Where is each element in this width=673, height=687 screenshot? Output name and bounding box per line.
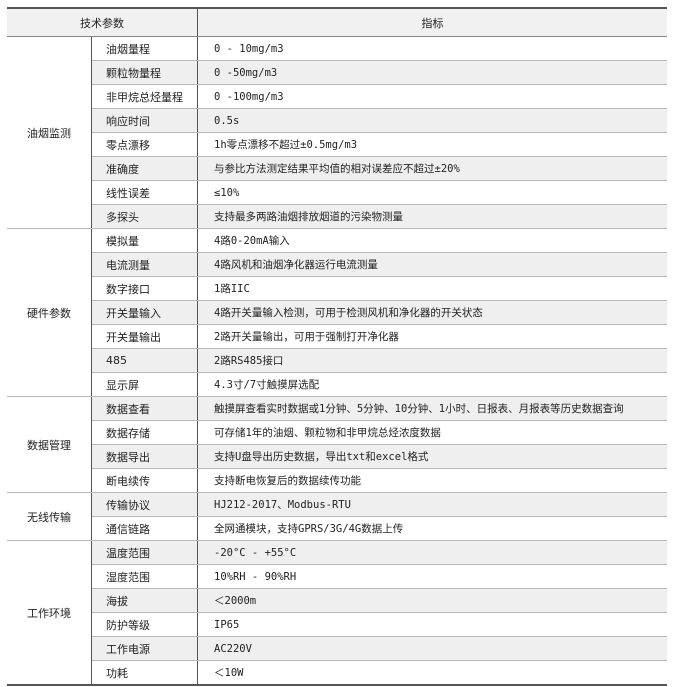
param-name: 数据存储 <box>91 420 198 445</box>
param-value: ≤10% <box>197 180 667 205</box>
table-row: 颗粒物量程 0 -50mg/m3 <box>7 60 667 85</box>
param-name: 传输协议 <box>91 492 198 517</box>
header-row: 技术参数 指标 <box>7 7 667 37</box>
param-name: 颗粒物量程 <box>91 60 198 85</box>
param-value: AC220V <box>197 636 667 661</box>
param-name: 数字接口 <box>91 276 198 301</box>
param-name: 准确度 <box>91 156 198 181</box>
table-row: 油烟监测 油烟量程 0 - 10mg/m3 <box>7 36 667 229</box>
table-row: 多探头 支持最多两路油烟排放烟道的污染物测量 <box>7 204 667 229</box>
param-value: 触摸屏查看实时数据或1分钟、5分钟、10分钟、1小时、日报表、月报表等历史数据查… <box>197 396 667 421</box>
param-name: 湿度范围 <box>91 564 198 589</box>
table-row: 防护等级 IP65 <box>7 612 667 637</box>
param-name: 海拔 <box>91 588 198 613</box>
param-value: 10%RH - 90%RH <box>197 564 667 589</box>
param-name: 油烟量程 <box>91 36 198 61</box>
category-cell: 无线传输 <box>7 492 92 541</box>
param-name: 温度范围 <box>91 540 198 565</box>
param-value: 支持断电恢复后的数据续传功能 <box>197 468 667 493</box>
param-value: ＜2000m <box>197 588 667 613</box>
param-name: 响应时间 <box>91 108 198 133</box>
param-name: 零点漂移 <box>91 132 198 157</box>
table-row: 数据导出 支持U盘导出历史数据，导出txt和excel格式 <box>7 444 667 469</box>
table-row: 电流测量 4路风机和油烟净化器运行电流测量 <box>7 252 667 277</box>
category-cell: 油烟监测 <box>7 36 92 229</box>
param-name: 数据导出 <box>91 444 198 469</box>
param-value: 4路风机和油烟净化器运行电流测量 <box>197 252 667 277</box>
param-value: 可存储1年的油烟、颗粒物和非甲烷总烃浓度数据 <box>197 420 667 445</box>
param-name: 电流测量 <box>91 252 198 277</box>
param-name: 通信链路 <box>91 516 198 541</box>
header-param: 技术参数 <box>7 7 198 37</box>
table-row: 显示屏 4.3寸/7寸触摸屏选配 <box>7 372 667 397</box>
spec-table: 技术参数 指标 油烟监测 油烟量程 0 - 10mg/m3 颗粒物量程 0 -50mg/… <box>7 7 667 686</box>
param-value: -20°C - +55°C <box>197 540 667 565</box>
param-name: 多探头 <box>91 204 198 229</box>
table-row: 非甲烷总烃量程 0 -100mg/m3 <box>7 84 667 109</box>
table-row: 通信链路 全网通模块，支持GPRS/3G/4G数据上传 <box>7 516 667 541</box>
param-value: 0.5s <box>197 108 667 133</box>
table-row: 数字接口 1路IIC <box>7 276 667 301</box>
param-value: IP65 <box>197 612 667 637</box>
table-row: 海拔 ＜2000m <box>7 588 667 613</box>
table-row: 数据存储 可存储1年的油烟、颗粒物和非甲烷总烃浓度数据 <box>7 420 667 445</box>
table-row: 响应时间 0.5s <box>7 108 667 133</box>
table-row: 湿度范围 10%RH - 90%RH <box>7 564 667 589</box>
table-row: 工作电源 AC220V <box>7 636 667 661</box>
table-row: 零点漂移 1h零点漂移不超过±0.5mg/m3 <box>7 132 667 157</box>
param-name: 非甲烷总烃量程 <box>91 84 198 109</box>
param-name: 数据查看 <box>91 396 198 421</box>
table-row: 开关量输出 2路开关量输出，可用于强制打开净化器 <box>7 324 667 349</box>
table-row: 断电续传 支持断电恢复后的数据续传功能 <box>7 468 667 493</box>
param-value: 全网通模块，支持GPRS/3G/4G数据上传 <box>197 516 667 541</box>
param-value: 支持U盘导出历史数据，导出txt和excel格式 <box>197 444 667 469</box>
param-name: 485 <box>91 348 198 373</box>
param-name: 断电续传 <box>91 468 198 493</box>
table-row: 数据管理 数据查看 触摸屏查看实时数据或1分钟、5分钟、10分钟、1小时、日报表、月… <box>7 396 667 493</box>
param-value: 4路0-20mA输入 <box>197 228 667 253</box>
table-row: 功耗 ＜10W <box>7 660 667 686</box>
param-value: 支持最多两路油烟排放烟道的污染物测量 <box>197 204 667 229</box>
param-value: 4.3寸/7寸触摸屏选配 <box>197 372 667 397</box>
param-value: 0 -100mg/m3 <box>197 84 667 109</box>
table-row: 线性误差 ≤10% <box>7 180 667 205</box>
param-value: HJ212-2017、Modbus-RTU <box>197 492 667 517</box>
table-row: 准确度 与参比方法测定结果平均值的相对误差应不超过±20% <box>7 156 667 181</box>
category-cell: 工作环境 <box>7 540 92 686</box>
param-name: 工作电源 <box>91 636 198 661</box>
table-row: 硬件参数 模拟量 4路0-20mA输入 <box>7 228 667 397</box>
param-value: 0 -50mg/m3 <box>197 60 667 85</box>
table-row: 485 2路RS485接口 <box>7 348 667 373</box>
param-name: 显示屏 <box>91 372 198 397</box>
param-name: 模拟量 <box>91 228 198 253</box>
table-row: 开关量输入 4路开关量输入检测，可用于检测风机和净化器的开关状态 <box>7 300 667 325</box>
param-name: 开关量输入 <box>91 300 198 325</box>
param-value: 1路IIC <box>197 276 667 301</box>
table-row: 无线传输 传输协议 HJ212-2017、Modbus-RTU <box>7 492 667 541</box>
param-value: ＜10W <box>197 660 667 686</box>
param-name: 防护等级 <box>91 612 198 637</box>
param-name: 功耗 <box>91 660 198 686</box>
category-cell: 数据管理 <box>7 396 92 493</box>
param-value: 与参比方法测定结果平均值的相对误差应不超过±20% <box>197 156 667 181</box>
param-name: 开关量输出 <box>91 324 198 349</box>
param-value: 2路开关量输出，可用于强制打开净化器 <box>197 324 667 349</box>
param-value: 1h零点漂移不超过±0.5mg/m3 <box>197 132 667 157</box>
category-cell: 硬件参数 <box>7 228 92 397</box>
table-row: 工作环境 温度范围 -20°C - +55°C <box>7 540 667 686</box>
param-name: 线性误差 <box>91 180 198 205</box>
param-value: 4路开关量输入检测，可用于检测风机和净化器的开关状态 <box>197 300 667 325</box>
param-value: 0 - 10mg/m3 <box>197 36 667 61</box>
header-spec: 指标 <box>197 7 667 37</box>
param-value: 2路RS485接口 <box>197 348 667 373</box>
